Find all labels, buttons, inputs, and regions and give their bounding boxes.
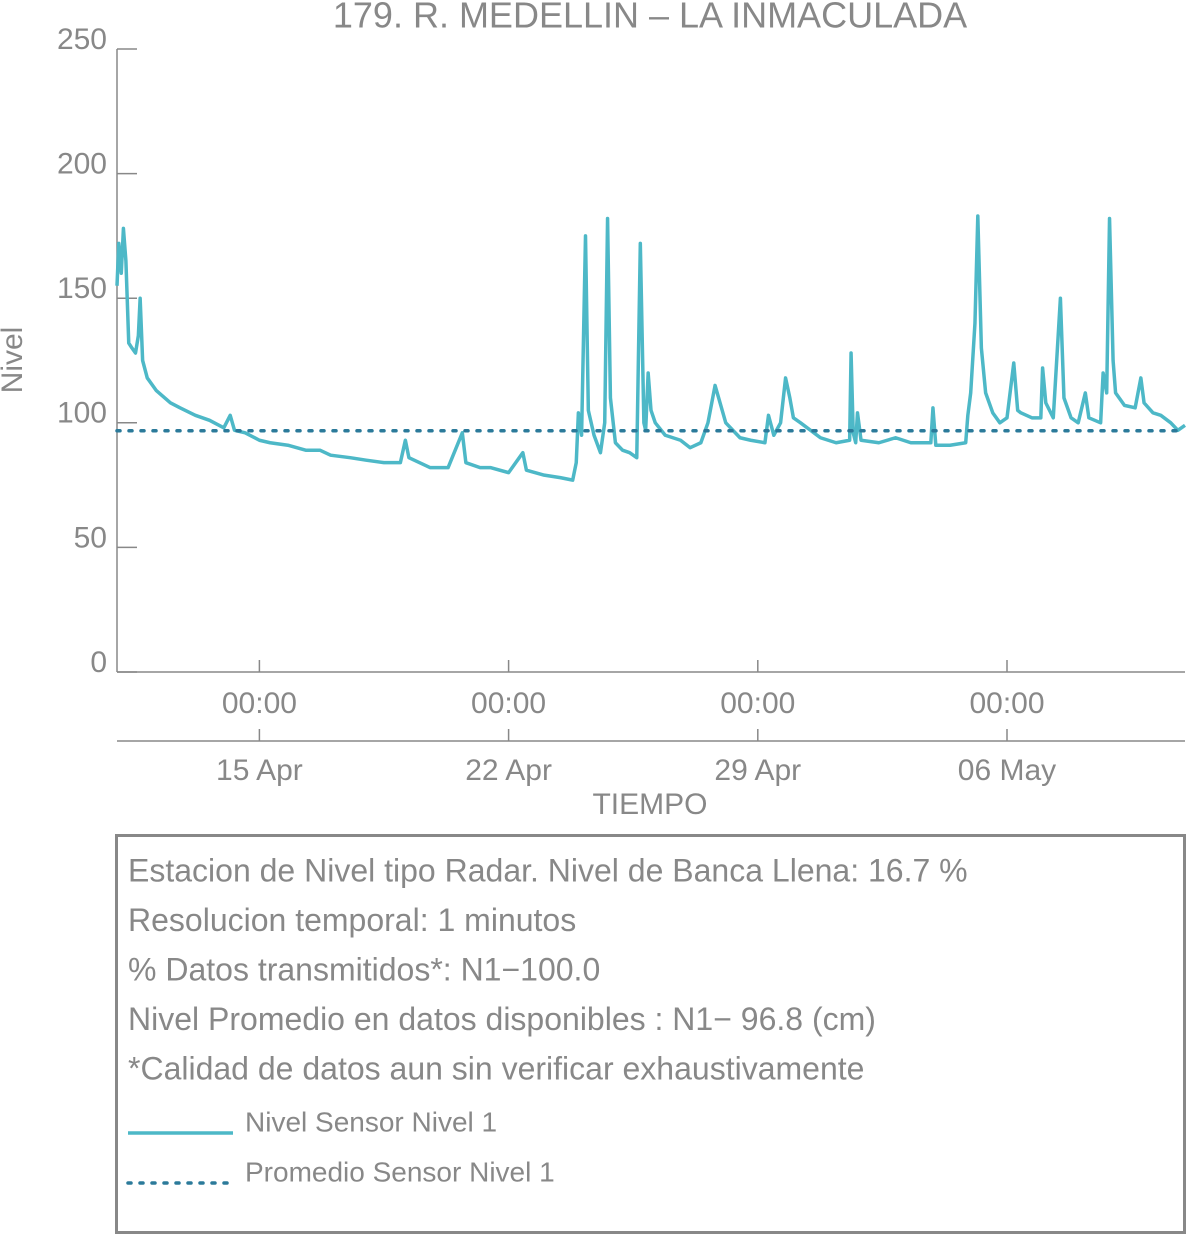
y-tick-label: 150: [57, 272, 107, 305]
x-tick-label: 15 Apr: [216, 754, 303, 787]
note: % Datos transmitidos*: N1−100.0: [128, 951, 600, 987]
x-tick-label: 29 Apr: [714, 754, 801, 787]
y-tick-label: 100: [57, 397, 107, 430]
note: Nivel Promedio en datos disponibles : N1…: [128, 1001, 876, 1037]
y-tick-label: 0: [90, 646, 107, 679]
x-tick-time-label: 00:00: [222, 687, 297, 720]
note: *Calidad de datos aun sin verificar exha…: [128, 1050, 864, 1086]
info-box: [115, 834, 1186, 1234]
x-tick-time-label: 00:00: [720, 687, 795, 720]
legend-label: Nivel Sensor Nivel 1: [245, 1106, 497, 1137]
chart-title: 179. R. MEDELLIN – LA INMACULADA: [333, 0, 967, 36]
x-tick-label: 22 Apr: [465, 754, 552, 787]
x-tick-time-label: 00:00: [471, 687, 546, 720]
y-tick-label: 250: [57, 23, 107, 56]
x-tick-time-label: 00:00: [969, 687, 1044, 720]
y-tick-label: 50: [74, 521, 107, 554]
note: Resolucion temporal: 1 minutos: [128, 902, 576, 938]
x-axis-label: TIEMPO: [592, 788, 707, 821]
x-tick-label: 06 May: [958, 754, 1056, 787]
legend-label: Promedio Sensor Nivel 1: [245, 1156, 555, 1187]
y-axis-label: Nivel: [0, 327, 29, 394]
y-tick-label: 200: [57, 148, 107, 181]
note: Estacion de Nivel tipo Radar. Nivel de B…: [128, 852, 968, 888]
series-line: [115, 214, 1187, 482]
